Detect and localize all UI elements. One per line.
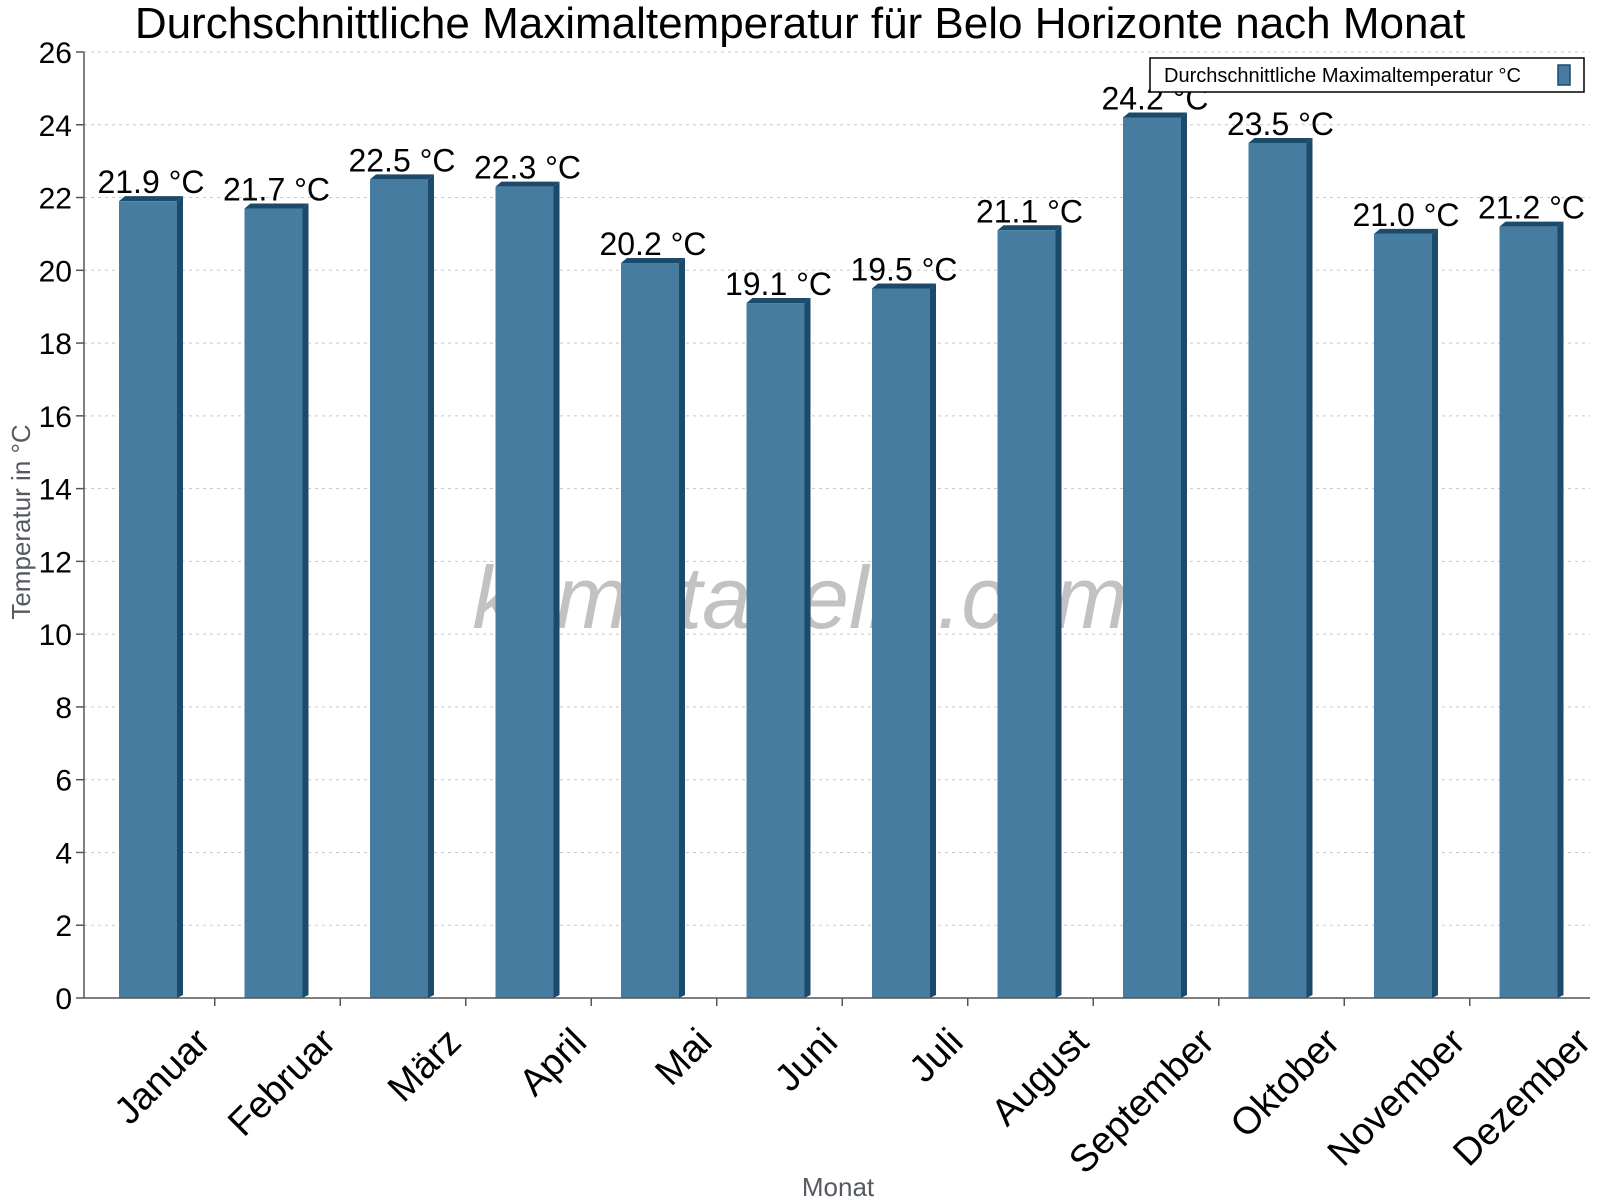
- bar-front: [1499, 226, 1558, 999]
- bar: [119, 196, 183, 998]
- y-tick-label: 8: [55, 692, 72, 725]
- axes: [83, 52, 1590, 999]
- bar-top: [1374, 228, 1438, 234]
- y-tick-label: 12: [39, 546, 72, 579]
- x-tick-label: Juni: [767, 1021, 846, 1100]
- y-tick-label: 20: [39, 255, 72, 288]
- bar-front: [370, 179, 428, 998]
- chart-title: Durchschnittliche Maximaltemperatur für …: [135, 0, 1465, 48]
- bar-front: [1248, 142, 1307, 998]
- bar: [872, 283, 936, 998]
- bar-side: [1181, 112, 1187, 998]
- x-axis-label: Monat: [802, 1172, 875, 1200]
- y-tick-label: 10: [39, 619, 72, 652]
- bar: [1499, 221, 1564, 999]
- data-label: 23.5 °C: [1227, 106, 1334, 142]
- bar-side: [428, 174, 434, 998]
- bar-front: [621, 263, 679, 998]
- bar-front: [495, 186, 554, 999]
- bar-top: [119, 196, 183, 202]
- x-tick-label: Februar: [220, 1021, 344, 1145]
- data-label: 21.1 °C: [976, 193, 1083, 229]
- data-label: 19.1 °C: [725, 266, 832, 302]
- legend-box: [1149, 57, 1585, 93]
- bar-top: [872, 283, 936, 289]
- bar-side: [177, 196, 183, 998]
- bar-front: [1123, 117, 1181, 998]
- data-label: 19.5 °C: [850, 252, 957, 288]
- bar: [746, 298, 811, 998]
- bar-front: [746, 303, 805, 998]
- bar-front: [872, 288, 930, 998]
- legend: Durchschnittliche Maximaltemperatur °C: [1149, 57, 1585, 93]
- data-label: 21.2 °C: [1478, 190, 1585, 226]
- bar: [244, 203, 309, 998]
- y-tick-label: 26: [39, 37, 72, 70]
- data-label: 21.7 °C: [223, 171, 330, 207]
- bar-side: [930, 283, 936, 998]
- y-tick-label: 6: [55, 765, 72, 798]
- data-label: 21.9 °C: [97, 164, 204, 200]
- legend-swatch: [1557, 64, 1571, 86]
- x-tick-label: Juli: [901, 1021, 971, 1091]
- bar: [495, 181, 560, 999]
- bar-side: [553, 181, 560, 999]
- x-tick-label: Oktober: [1223, 1021, 1349, 1147]
- bars: [119, 112, 1564, 999]
- y-tick-label: 22: [39, 183, 72, 216]
- x-tick-label: Mai: [648, 1021, 721, 1094]
- legend-label: Durchschnittliche Maximaltemperatur °C: [1164, 65, 1521, 87]
- bar: [1123, 112, 1187, 998]
- bar: [1248, 137, 1313, 998]
- bar-side: [302, 203, 309, 998]
- x-tick-label: März: [380, 1021, 469, 1110]
- x-tick-label: Januar: [107, 1021, 219, 1133]
- y-tick-label: 18: [39, 328, 72, 361]
- bar-top: [1248, 137, 1313, 143]
- bar-side: [1055, 225, 1062, 999]
- bar-top: [1499, 221, 1564, 227]
- bar-top: [495, 181, 560, 187]
- y-tick-label: 14: [39, 474, 72, 507]
- data-label: 20.2 °C: [599, 226, 706, 262]
- bar-top: [1123, 112, 1187, 118]
- bar-top: [997, 225, 1062, 231]
- bar-side: [1432, 228, 1438, 998]
- data-label: 21.0 °C: [1352, 197, 1459, 233]
- bar-top: [621, 258, 685, 264]
- bar-side: [804, 298, 811, 998]
- bar-side: [679, 258, 685, 998]
- y-tick-label: 0: [55, 983, 72, 1016]
- bar: [1374, 228, 1438, 998]
- gridlines: [84, 51, 1590, 926]
- bar-side: [1306, 137, 1313, 998]
- y-axis-label: Temperatur in °C: [6, 424, 36, 619]
- bar-top: [244, 203, 309, 209]
- data-label: 22.3 °C: [474, 150, 581, 186]
- bar: [997, 225, 1062, 999]
- y-tick-label: 16: [39, 401, 72, 434]
- bar-top: [746, 298, 811, 304]
- x-tick-label: April: [512, 1021, 595, 1104]
- y-tick-label: 24: [39, 110, 72, 143]
- x-tick-label: August: [984, 1021, 1098, 1135]
- bar-top: [370, 174, 434, 180]
- bar-front: [119, 201, 177, 998]
- x-axis-ticks: Januar Februar März April Mai Juni Juli AugustS…: [107, 998, 1599, 1182]
- y-tick-label: 2: [55, 910, 72, 943]
- data-labels: 21.9 °C 21.7 °C 22.5 °C 22.3 °C 20.2 °C 19.1 …: [97, 80, 1585, 302]
- bar: [621, 258, 685, 998]
- bar-side: [1557, 221, 1564, 999]
- bar: [370, 174, 434, 998]
- bar-front: [997, 230, 1056, 999]
- y-tick-label: 4: [55, 837, 72, 870]
- bar-front: [1374, 233, 1432, 998]
- x-tick-label: Dezember: [1445, 1021, 1599, 1175]
- bar-front: [244, 208, 303, 998]
- data-label: 22.5 °C: [348, 142, 455, 178]
